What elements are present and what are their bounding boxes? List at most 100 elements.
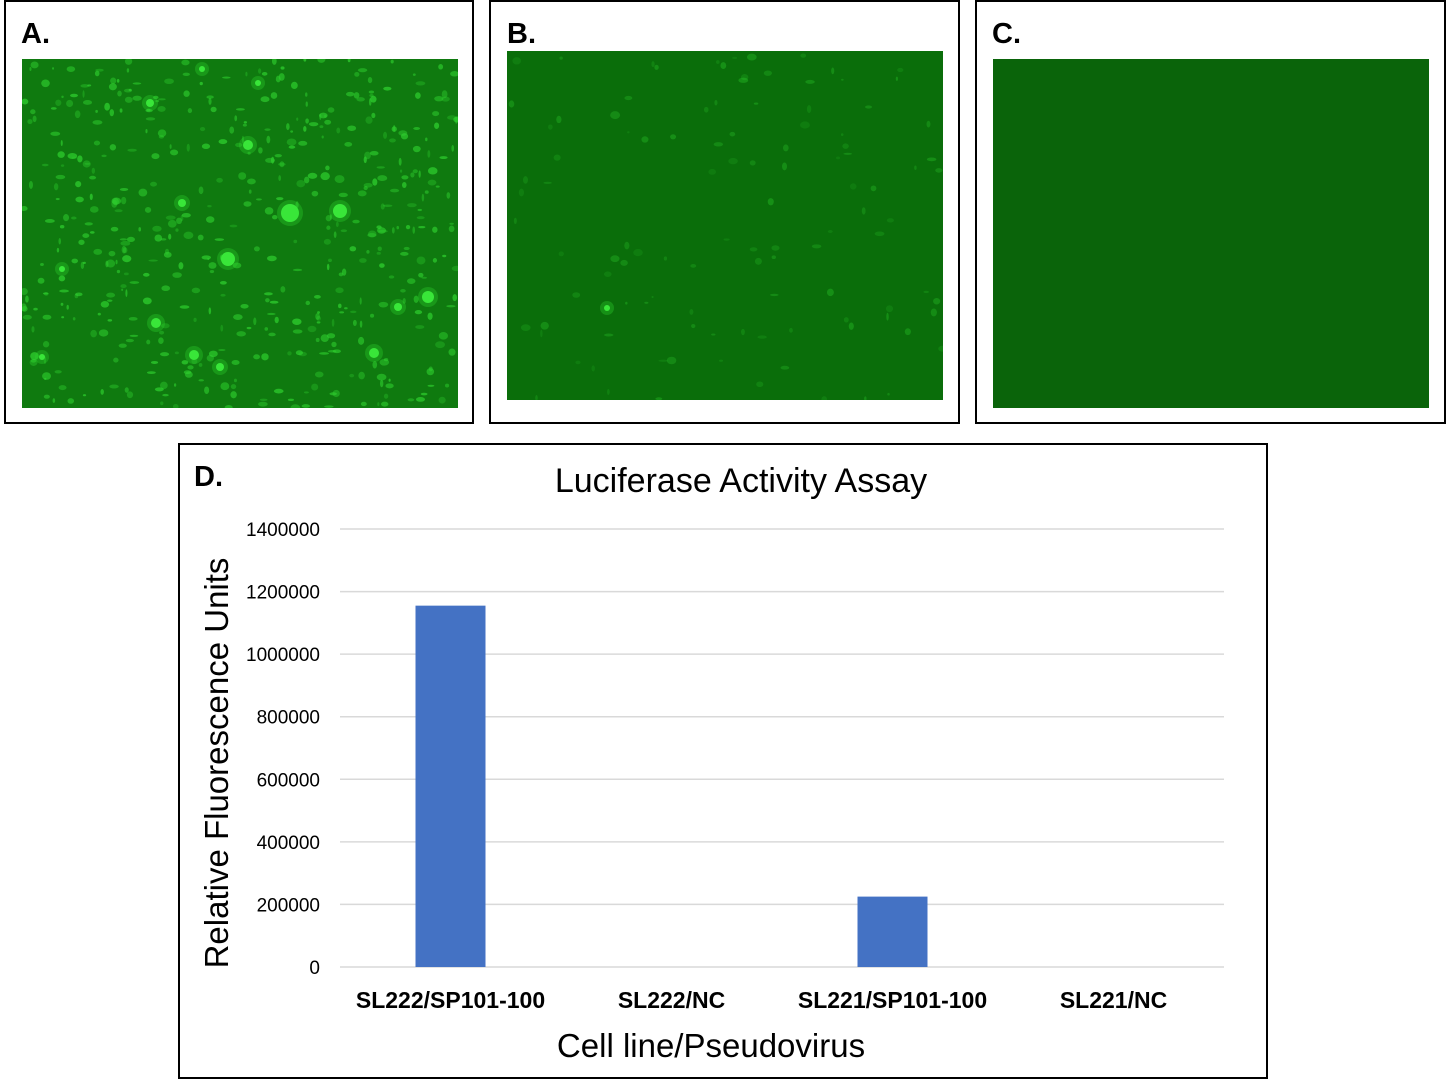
fluorescent-cell xyxy=(281,204,299,222)
cell-speck xyxy=(187,108,193,114)
cell-speck xyxy=(644,301,649,304)
cell-speck xyxy=(434,122,440,130)
cell-speck xyxy=(292,318,302,325)
cell-speck xyxy=(105,260,109,268)
cell-speck xyxy=(412,169,418,174)
cell-speck xyxy=(198,379,204,382)
cell-speck xyxy=(864,396,867,400)
cell-speck xyxy=(405,225,411,230)
cell-speck xyxy=(339,311,345,314)
cell-speck xyxy=(366,250,370,254)
cell-speck xyxy=(264,128,271,131)
cell-speck xyxy=(782,144,789,152)
cell-speck xyxy=(124,96,133,103)
cell-speck xyxy=(400,251,409,256)
cell-speck xyxy=(67,398,75,404)
cell-speck xyxy=(107,319,113,322)
cell-speck xyxy=(57,151,65,158)
cell-speck xyxy=(287,398,295,402)
cell-speck xyxy=(242,123,247,127)
fluorescent-cell xyxy=(59,266,65,272)
cell-speck xyxy=(210,106,217,113)
cell-speck xyxy=(181,360,189,365)
cell-speck xyxy=(691,323,696,329)
cell-speck xyxy=(37,277,45,284)
cell-speck xyxy=(414,309,423,315)
cell-speck xyxy=(610,111,621,120)
cell-speck xyxy=(129,281,140,284)
cell-speck xyxy=(157,129,167,137)
cell-speck xyxy=(923,290,930,294)
cell-speck xyxy=(206,95,214,99)
cell-speck xyxy=(848,322,854,330)
cell-speck xyxy=(66,66,76,73)
cell-speck xyxy=(771,255,776,260)
y-tick-label: 1400000 xyxy=(246,520,320,541)
cell-speck xyxy=(108,83,117,91)
cell-speck xyxy=(82,100,93,105)
cell-speck xyxy=(591,365,595,372)
cell-speck xyxy=(607,388,610,395)
cell-speck xyxy=(142,297,152,305)
cell-speck xyxy=(763,70,772,76)
y-tick-label: 800000 xyxy=(257,708,320,729)
cell-speck xyxy=(22,205,28,212)
cell-speck xyxy=(391,227,395,234)
cell-speck xyxy=(138,188,148,197)
cell-speck xyxy=(350,310,357,314)
cell-speck xyxy=(243,201,252,207)
cell-speck xyxy=(789,327,793,333)
cell-speck xyxy=(393,124,396,132)
cell-speck xyxy=(334,175,345,184)
fluorescent-cell xyxy=(369,348,379,358)
cell-speck xyxy=(328,258,332,263)
cell-speck xyxy=(403,246,410,251)
cell-speck xyxy=(82,160,91,168)
cell-speck xyxy=(418,272,424,278)
cell-speck xyxy=(98,329,109,337)
cell-speck xyxy=(232,262,242,269)
cell-speck xyxy=(55,197,60,201)
cell-speck xyxy=(117,90,122,97)
cell-speck xyxy=(316,321,321,324)
cell-speck xyxy=(324,405,334,408)
cell-speck xyxy=(326,225,331,230)
cell-speck xyxy=(325,165,330,171)
cell-speck xyxy=(258,147,263,154)
cell-speck xyxy=(451,265,458,272)
cell-speck xyxy=(420,392,428,396)
bar xyxy=(857,896,928,967)
cell-speck xyxy=(119,108,123,113)
cell-speck xyxy=(610,255,620,263)
cell-speck xyxy=(353,92,360,99)
cell-speck xyxy=(75,196,84,203)
cell-speck xyxy=(441,96,450,102)
cell-speck xyxy=(127,148,137,152)
cell-speck xyxy=(767,198,774,206)
y-tick-label: 1200000 xyxy=(246,583,320,604)
cell-speck xyxy=(264,207,274,215)
cell-speck xyxy=(100,300,110,308)
cell-speck xyxy=(887,392,890,396)
cell-speck xyxy=(111,197,122,205)
cell-speck xyxy=(448,348,456,356)
cell-speck xyxy=(715,60,720,64)
cell-speck xyxy=(930,308,937,317)
cell-speck xyxy=(811,244,822,249)
cell-speck xyxy=(415,397,426,402)
cell-speck xyxy=(418,225,426,229)
cell-speck xyxy=(80,261,85,270)
cell-speck xyxy=(548,124,553,130)
cell-speck xyxy=(385,383,394,389)
cell-speck xyxy=(84,162,91,165)
cell-speck xyxy=(935,168,943,173)
cell-speck xyxy=(346,91,355,97)
cell-speck xyxy=(30,61,39,69)
cell-speck xyxy=(290,81,298,90)
cell-speck xyxy=(108,250,116,257)
cell-speck xyxy=(401,181,407,189)
cell-speck xyxy=(540,321,549,330)
cell-speck xyxy=(842,143,849,149)
cell-speck xyxy=(179,305,190,309)
cell-speck xyxy=(27,119,33,125)
